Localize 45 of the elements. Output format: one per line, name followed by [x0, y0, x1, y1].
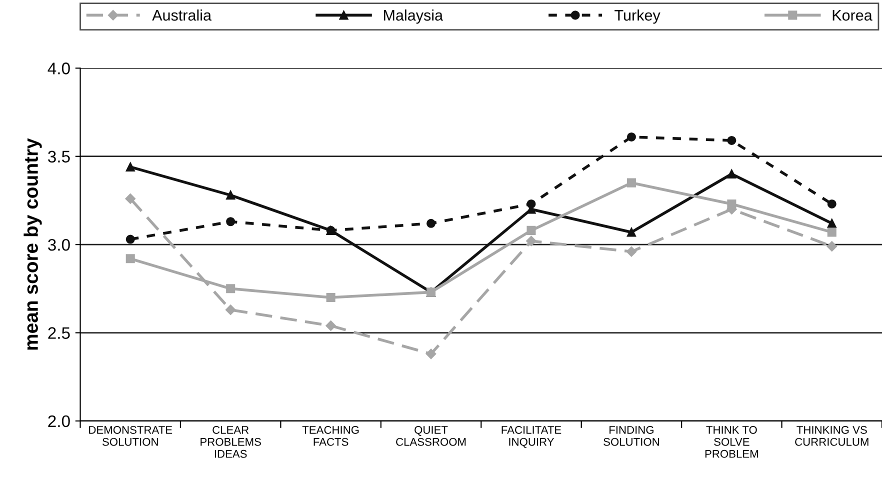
point [226, 190, 236, 200]
point [827, 199, 836, 208]
point [826, 241, 838, 252]
point [827, 228, 836, 237]
point [126, 234, 135, 244]
point [727, 169, 736, 179]
point [326, 320, 336, 331]
point [626, 246, 637, 257]
legend-label: Malaysia [384, 9, 444, 24]
point [526, 226, 536, 235]
x-tick-label: QUIET CLASSROOM [396, 426, 466, 446]
point [827, 218, 836, 228]
legend-label: Turkey [614, 9, 660, 24]
point [126, 162, 135, 172]
x-tick-label: THINK TO SOLVE PROBLEM [705, 426, 758, 458]
x-tick-label: FINDING SOLUTION [604, 426, 659, 446]
legend-label: Korea [832, 10, 872, 21]
x-tick-label: THINKING VS CURRICULUM [795, 426, 868, 446]
y-tick-label: 2.5 [48, 327, 70, 339]
legend-label: Australia [152, 9, 212, 21]
x-tick-label: TEACHING FACTS [302, 426, 359, 446]
point [226, 284, 236, 294]
y-tick-label: 2.0 [48, 415, 70, 428]
point [226, 217, 236, 226]
point [326, 226, 336, 235]
point [526, 199, 536, 208]
point [626, 228, 636, 237]
point [526, 236, 536, 246]
point [326, 292, 336, 302]
point [626, 178, 636, 188]
point [426, 218, 436, 228]
x-tick-label: CLEAR PROBLEMS IDEAS [200, 426, 261, 458]
y-tick-label: 4.0 [48, 62, 70, 74]
point [727, 199, 736, 208]
point [126, 254, 135, 264]
x-tick-label: FACILITATE INQUIRY [502, 426, 562, 448]
point [125, 194, 136, 204]
y-axis-title: mean score by country [24, 138, 42, 350]
y-tick-label: 3.5 [48, 150, 70, 163]
x-tick-label: DEMONSTRATE SOLUTION [89, 426, 172, 446]
y-tick-label: 3.0 [48, 238, 70, 251]
point [225, 304, 236, 315]
point [626, 132, 636, 142]
point [727, 136, 736, 145]
point [426, 348, 436, 360]
